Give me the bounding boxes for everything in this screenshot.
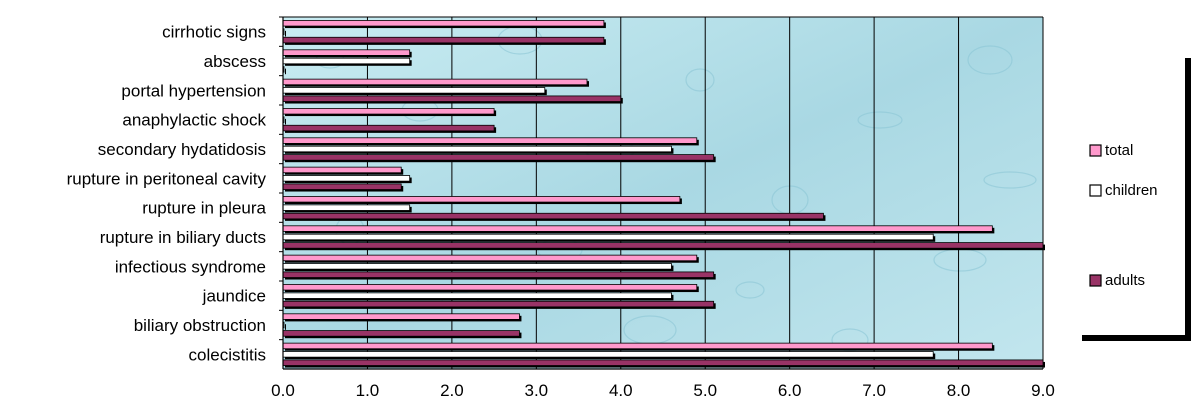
x-tick-label: 1.0	[356, 381, 380, 400]
bar-shadow	[285, 324, 286, 330]
bar-children	[282, 87, 546, 94]
x-tick-label: 0.0	[271, 381, 295, 400]
x-tick-label: 8.0	[947, 381, 971, 400]
background-droplet	[735, 281, 765, 299]
bar-total	[282, 254, 698, 262]
bar-adults	[282, 300, 715, 308]
bar-children	[282, 57, 411, 65]
bar-total	[282, 196, 681, 203]
bar-children	[282, 351, 934, 358]
bar-children	[282, 263, 672, 270]
bar-total	[282, 20, 605, 27]
background-droplet	[831, 328, 869, 352]
bar-total	[282, 284, 698, 291]
category-label: rupture in pleura	[142, 199, 266, 218]
bar-shadow	[285, 118, 286, 125]
bar-shadow	[285, 68, 286, 75]
bar-adults	[282, 154, 715, 161]
bar-adults	[282, 36, 605, 44]
x-tick-label: 4.0	[609, 381, 633, 400]
bar-total	[282, 137, 698, 144]
category-label: colecistitis	[189, 345, 266, 364]
category-label: rupture in biliary ducts	[100, 228, 266, 247]
category-label: abscess	[204, 52, 266, 71]
bar-adults	[282, 242, 1044, 249]
bar-adults	[282, 124, 495, 132]
bar-adults	[282, 271, 715, 278]
category-label: cirrhotic signs	[162, 23, 266, 42]
bar-total	[282, 166, 402, 174]
bar-adults	[282, 330, 520, 337]
x-tick-label: 5.0	[693, 381, 717, 400]
bar-children	[282, 145, 672, 153]
legend-swatch-adults	[1089, 274, 1102, 287]
bar-adults	[282, 183, 402, 190]
legend-label-adults: adults	[1105, 272, 1145, 289]
legend-label-total: total	[1105, 142, 1133, 159]
bar-adults	[282, 359, 1044, 366]
background-droplet	[967, 45, 1013, 75]
category-label: portal hypertension	[121, 81, 266, 100]
background-droplet	[983, 171, 1037, 189]
bar-adults	[282, 95, 622, 102]
category-label: rupture in peritoneal cavity	[67, 169, 267, 188]
x-tick-label: 7.0	[862, 381, 886, 400]
bar-total	[282, 49, 411, 56]
bar-total	[282, 108, 495, 115]
category-label: anaphylactic shock	[122, 111, 266, 130]
category-label: secondary hydatidosis	[98, 140, 266, 159]
x-tick-label: 2.0	[440, 381, 464, 400]
category-label: jaundice	[202, 287, 266, 306]
x-tick-label: 9.0	[1031, 381, 1055, 400]
bar-total	[282, 313, 520, 320]
background-droplet	[685, 68, 715, 92]
bar-total	[282, 342, 993, 350]
category-label: biliary obstruction	[134, 316, 266, 335]
bar-adults	[282, 212, 824, 220]
bar-shadow	[285, 30, 286, 37]
bar-children	[282, 175, 411, 182]
x-tick-label: 6.0	[778, 381, 802, 400]
legend-swatch-total	[1089, 144, 1102, 157]
legend-label-children: children	[1105, 182, 1158, 199]
plot-area	[283, 17, 1043, 369]
bar-children	[282, 292, 672, 299]
category-label: infectious syndrome	[115, 257, 266, 276]
legend-swatch-children	[1089, 184, 1102, 197]
bar-total	[282, 225, 993, 232]
bar-children	[282, 204, 411, 211]
bar-children	[282, 233, 934, 241]
x-tick-label: 3.0	[525, 381, 549, 400]
background-droplet	[857, 111, 903, 129]
bar-total	[282, 78, 588, 86]
